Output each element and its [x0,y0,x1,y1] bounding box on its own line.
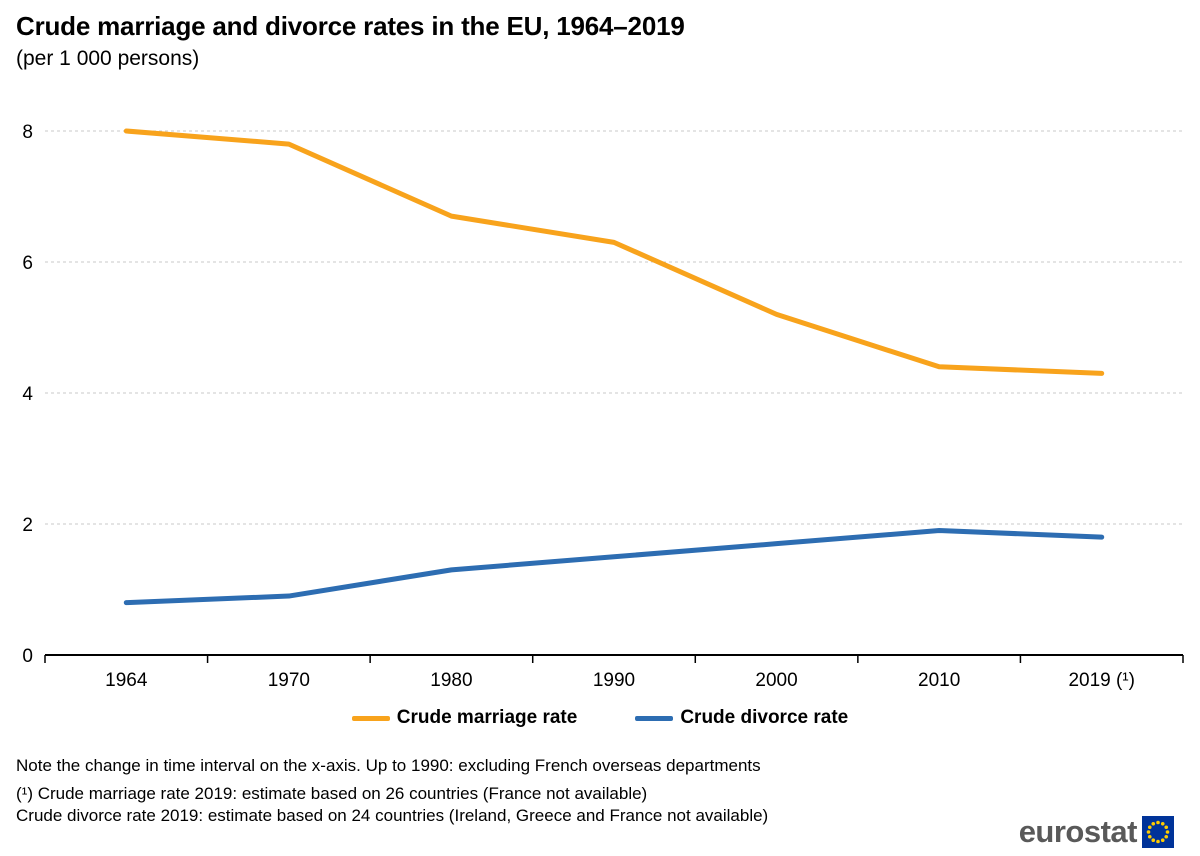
legend-label-divorce-rate: Crude divorce rate [680,707,849,728]
legend-item-divorce-rate: Crude divorce rate [635,707,848,729]
x-tick-label-1964: 1964 [105,670,148,691]
chart-header: Crude marriage and divorce rates in the … [16,11,685,71]
footnote-xaxis-note: Note the change in time interval on the … [16,756,761,775]
x-tick-label-2019: 2019 (¹) [1068,670,1135,691]
eu-flag-star [1164,825,1169,830]
y-tick-label-2: 2 [22,515,33,536]
x-tick-label-1970: 1970 [268,670,310,691]
eu-flag-star [1151,838,1156,843]
eu-flag-star [1147,825,1152,830]
eurostat-logo-text: eurostat [1018,814,1138,849]
y-tick-label-6: 6 [22,253,33,274]
eu-flag-star [1147,834,1152,839]
eu-flag-star [1156,839,1160,844]
y-tick-label-8: 8 [22,122,33,143]
footnotes: Note the change in time interval on the … [16,755,768,827]
divorce-rate-line-swatch [635,715,674,721]
marriage-rate-line-swatch [351,715,390,721]
eu-flag-star [1160,821,1165,826]
line-chart-plot-area: 0 2 4 6 8 1964 1970 1980 1990 2000 2010 2019 (¹) [22,122,1184,691]
x-tick-label-2010: 2010 [918,670,960,691]
eurostat-logo: eurostat [1019,814,1174,850]
chart-subtitle: (per 1 000 persons) [16,46,200,70]
chart-legend: Crude marriage rate Crude divorce rate [0,707,1200,729]
eu-flag-star [1156,820,1160,825]
eu-flag-star [1164,834,1169,839]
eu-flag-star [1151,821,1156,826]
legend-item-marriage-rate: Crude marriage rate [351,707,578,729]
footnote-divorce-estimate: Crude divorce rate 2019: estimate based … [16,806,769,825]
crude-divorce-rate-line [123,528,1105,606]
x-tick-label-1990: 1990 [593,670,635,691]
y-tick-label-4: 4 [22,384,33,405]
legend-label-marriage-rate: Crude marriage rate [396,707,578,728]
eu-flag-star [1146,830,1151,834]
footnote-marriage-estimate: (¹) Crude marriage rate 2019: estimate b… [16,784,648,803]
eu-flag-star [1165,830,1170,834]
eu-flag-icon [1142,816,1174,848]
eu-flag-star [1160,838,1165,843]
y-tick-label-0: 0 [22,646,33,667]
x-tick-label-1980: 1980 [430,670,472,691]
chart-title: Crude marriage and divorce rates in the … [16,11,685,41]
x-tick-label-2000: 2000 [755,670,797,691]
crude-marriage-rate-line [123,128,1105,376]
